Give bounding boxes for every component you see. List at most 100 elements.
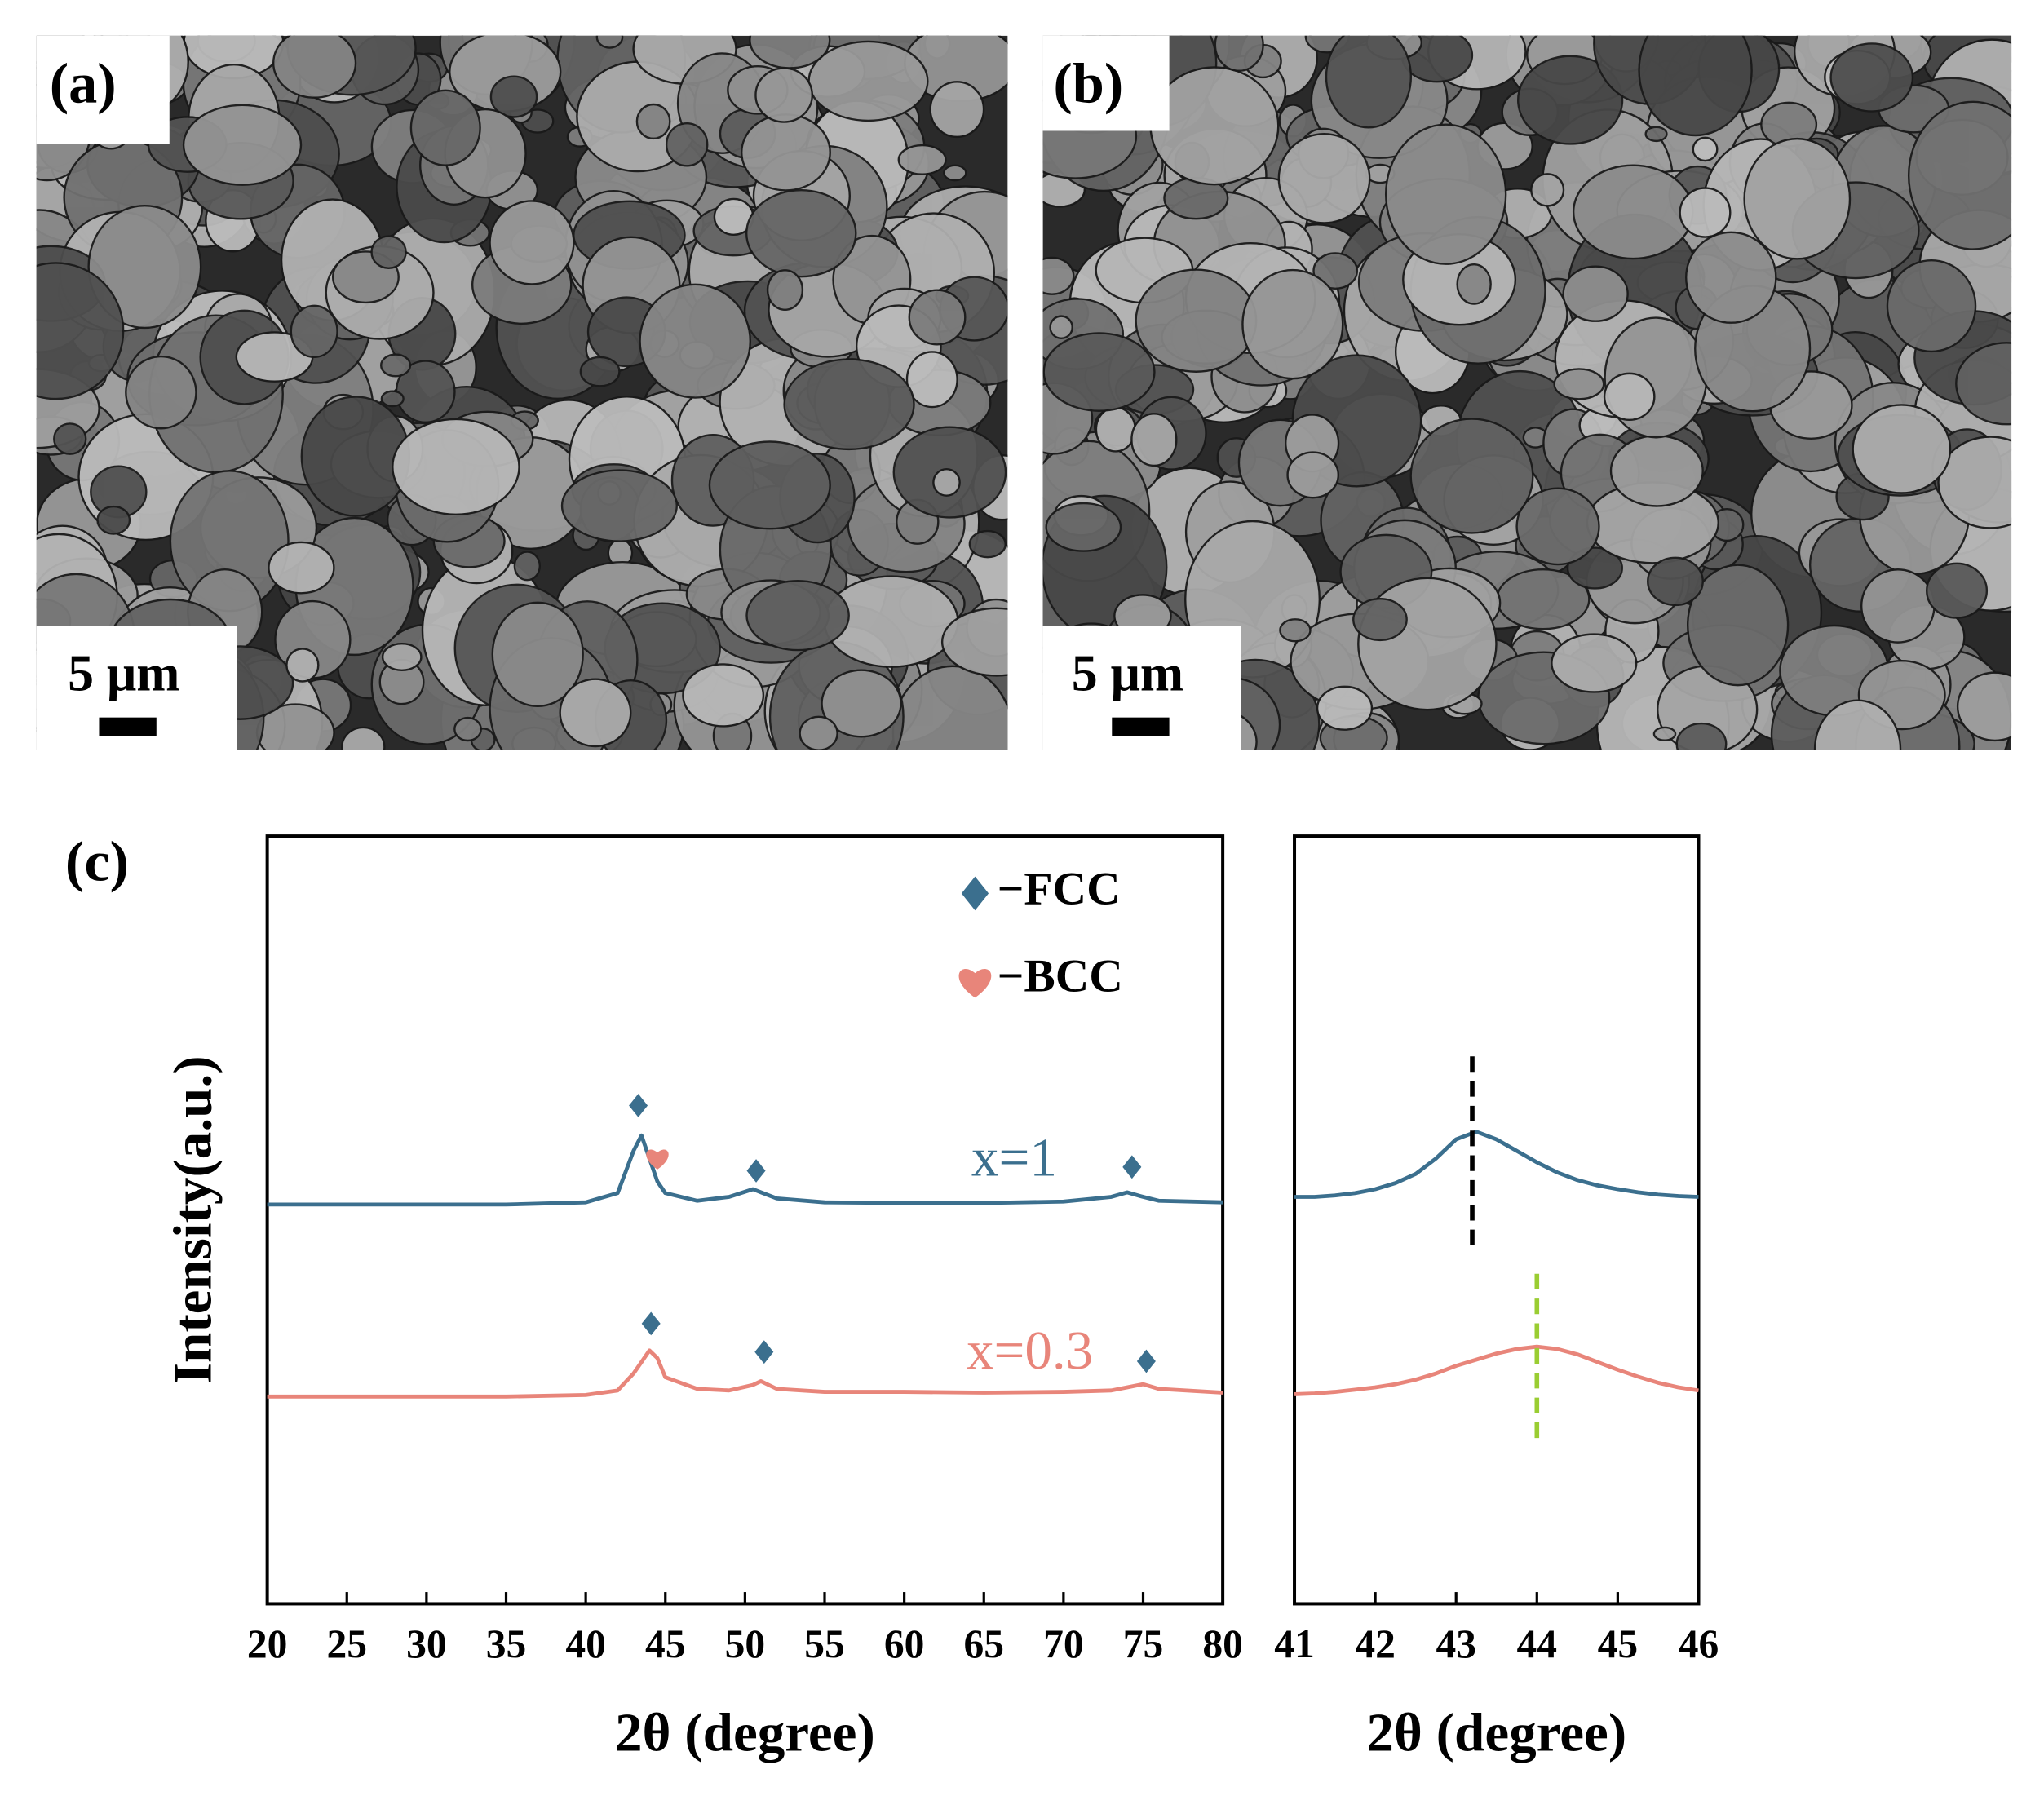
particle <box>1603 372 1656 422</box>
x-tick-label: 80 <box>1202 1621 1243 1666</box>
particle <box>635 103 671 140</box>
particle <box>1686 564 1790 687</box>
particle <box>453 716 482 742</box>
particle <box>1685 231 1777 324</box>
particle <box>1095 406 1136 453</box>
xrd-charts: 20 25 30 35 40 45 50 55 60 65 70 75 80 2θ (degree) Int… <box>161 834 1719 1763</box>
x-tick-label: 75 <box>1123 1621 1164 1666</box>
legend-label: −FCC <box>998 864 1121 915</box>
particle <box>891 665 1008 750</box>
data-line <box>267 1133 1223 1207</box>
label-box <box>36 35 170 144</box>
particle <box>1149 66 1280 186</box>
scale-label: 5 μm <box>68 644 179 701</box>
particle <box>1829 42 1914 113</box>
x-axis-label: 2θ (degree) <box>615 1701 875 1763</box>
particle <box>1907 100 2012 250</box>
legend-symbol <box>958 969 992 998</box>
x-tick-label: 25 <box>326 1621 367 1666</box>
particle <box>929 81 985 139</box>
particle <box>290 304 338 359</box>
particle <box>285 648 320 683</box>
particle <box>409 89 481 166</box>
peak-marker <box>646 1149 669 1170</box>
particle <box>96 505 131 535</box>
particle <box>968 529 1007 559</box>
x-tick-label: 60 <box>884 1621 925 1666</box>
particle <box>799 715 838 750</box>
particle <box>905 351 958 409</box>
x-tick-label: 41 <box>1274 1621 1315 1666</box>
particle <box>1277 133 1371 224</box>
particle <box>513 551 542 582</box>
particle <box>783 358 915 451</box>
particle <box>560 469 678 542</box>
particle <box>36 262 125 400</box>
x-tick-label: 45 <box>645 1621 686 1666</box>
particle <box>1553 368 1605 400</box>
particle <box>381 643 423 671</box>
x-tick-label: 70 <box>1043 1621 1084 1666</box>
particle <box>1609 434 1704 507</box>
particle <box>1955 342 2012 426</box>
particle <box>1516 55 1624 145</box>
particle <box>1956 671 2012 742</box>
texture <box>36 35 1008 750</box>
particle <box>745 579 850 652</box>
particle <box>745 188 857 278</box>
particle <box>940 607 1008 677</box>
particle <box>1926 562 1989 619</box>
x-tick-label: 45 <box>1598 1621 1639 1666</box>
label-box <box>1042 35 1170 131</box>
x-tick-label: 65 <box>963 1621 1004 1666</box>
particle <box>821 669 902 738</box>
particle <box>1886 259 1977 353</box>
legend-label: −BCC <box>998 951 1123 1002</box>
particle <box>341 726 386 750</box>
particle <box>1312 252 1359 290</box>
particle <box>1937 436 2012 529</box>
particle <box>908 289 967 346</box>
scale-label: 5 μm <box>1072 644 1183 701</box>
particle <box>1852 404 1952 494</box>
scale-bar <box>99 717 157 736</box>
particle <box>1638 35 1753 137</box>
particle <box>559 678 632 748</box>
peak-marker <box>746 1159 766 1183</box>
x-tick-label: 50 <box>725 1621 766 1666</box>
particle <box>1860 568 1936 644</box>
particle <box>1679 187 1732 238</box>
x-tick-label: 44 <box>1517 1621 1558 1666</box>
particle <box>740 113 831 192</box>
particle <box>1042 256 1075 295</box>
x-tick-label: 42 <box>1355 1621 1396 1666</box>
panel-label: (a) <box>50 51 117 115</box>
particle <box>1562 265 1629 322</box>
particle <box>1384 123 1507 265</box>
particle <box>1515 487 1600 566</box>
particle <box>766 269 804 311</box>
peak-marker <box>629 1094 648 1117</box>
series-label: x=0.3 <box>967 1320 1093 1381</box>
particle <box>897 144 947 175</box>
particle <box>125 355 197 430</box>
particle <box>1572 164 1694 260</box>
particle <box>1279 618 1312 643</box>
particle <box>182 104 303 186</box>
particle <box>1551 633 1638 693</box>
particle <box>1813 699 1902 750</box>
peak-marker <box>1122 1155 1142 1179</box>
particle <box>53 422 87 455</box>
particle <box>665 122 709 167</box>
particle <box>1042 332 1156 412</box>
x-tick-label: 35 <box>486 1621 527 1666</box>
particle <box>1135 268 1258 373</box>
particle <box>708 440 831 530</box>
peak-marker <box>641 1311 661 1336</box>
x-tick-label: 55 <box>804 1621 845 1666</box>
particle <box>1325 35 1413 129</box>
particle <box>380 390 405 408</box>
particle <box>1286 451 1340 499</box>
data-line <box>267 1348 1223 1399</box>
series-label: x=1 <box>971 1127 1057 1188</box>
